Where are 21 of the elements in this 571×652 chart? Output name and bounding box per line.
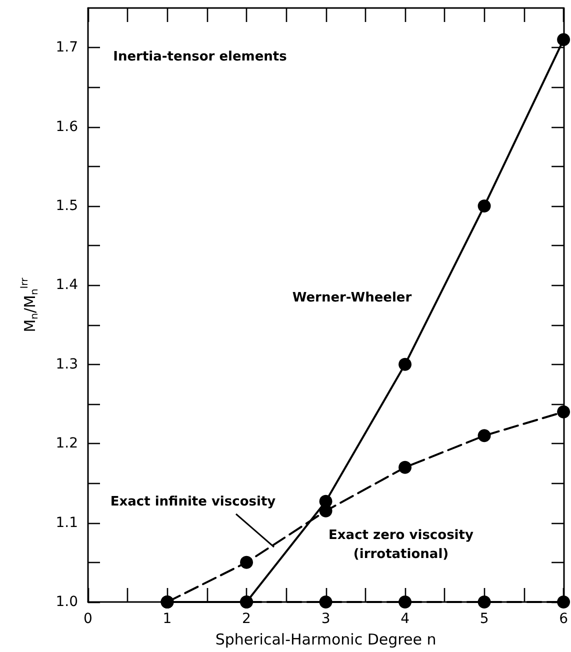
annotation: Exact infinite viscosity xyxy=(110,494,276,510)
y-tick-label: 1.2 xyxy=(56,436,78,452)
x-axis-title: Spherical-Harmonic Degree n xyxy=(215,630,436,648)
y-tick-label: 1.6 xyxy=(56,118,78,135)
y-tick-label: 1.7 xyxy=(56,40,78,56)
x-tick-label: 3 xyxy=(321,611,330,627)
y-axis-title: Mn/MnIrr xyxy=(20,276,40,332)
y-tick-label: 1.1 xyxy=(56,514,78,531)
x-tick-label: 0 xyxy=(84,611,92,627)
y-tick-label: 1.3 xyxy=(56,356,78,372)
annotation: Inertia-tensor elements xyxy=(113,50,288,64)
annotation: Exact zero viscosity (irrotational) xyxy=(328,528,474,562)
y-tick-label: 1.5 xyxy=(56,198,78,214)
x-tick-label: 4 xyxy=(400,611,410,627)
y-tick-label: 1.4 xyxy=(56,277,78,294)
x-tick-label: 5 xyxy=(480,611,489,627)
x-tick-label: 2 xyxy=(242,611,251,627)
annotation: Werner-Wheeler xyxy=(292,290,412,306)
x-tick-label: 6 xyxy=(559,611,568,627)
x-tick-label: 1 xyxy=(162,611,172,627)
y-tick-label: 1.0 xyxy=(56,594,78,610)
